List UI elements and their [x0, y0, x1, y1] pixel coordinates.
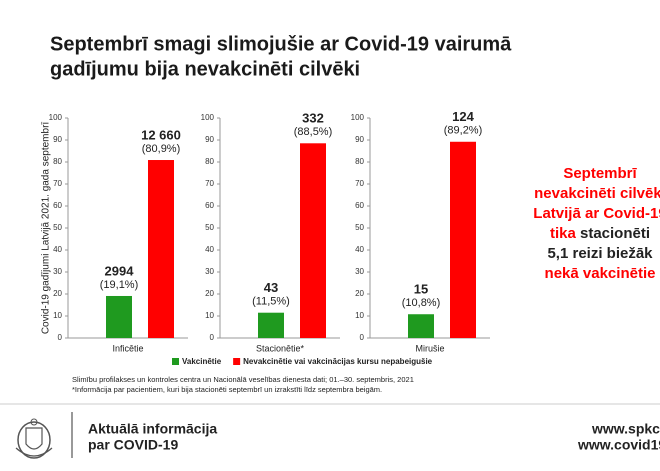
y-tick-label: 70: [355, 179, 364, 188]
side-text-part: tika: [550, 225, 580, 242]
value-label: (10,8%): [402, 297, 441, 309]
bar: [450, 141, 476, 338]
y-tick-label: 50: [355, 223, 364, 232]
side-text-part: Septembrī: [563, 165, 637, 182]
count-label: 2994: [105, 263, 135, 278]
side-text: 5,1 reizi biežāk: [547, 245, 653, 262]
y-tick-label: 30: [205, 267, 214, 276]
bar: [408, 314, 434, 338]
y-tick-label: 70: [53, 179, 62, 188]
bar: [106, 295, 132, 338]
y-tick-label: 0: [210, 333, 215, 342]
y-tick-label: 10: [205, 311, 214, 320]
footer-text: Aktuālā informācija: [88, 421, 217, 437]
side-text-part: nevakcinēti cilvēki: [534, 185, 660, 202]
value-label: (89,2%): [444, 125, 483, 137]
y-tick-label: 60: [205, 201, 214, 210]
y-tick-label: 100: [49, 113, 63, 122]
side-text: Septembrī: [563, 165, 637, 182]
y-tick-label: 20: [205, 289, 214, 298]
x-axis-label: Inficētie: [112, 343, 143, 353]
y-tick-label: 0: [360, 333, 365, 342]
side-text: tika stacionēti: [550, 225, 650, 242]
y-tick-label: 0: [58, 333, 63, 342]
bar: [148, 160, 174, 338]
value-label: (80,9%): [142, 143, 181, 155]
y-tick-label: 100: [201, 113, 215, 122]
x-axis-label: Stacionētie*: [256, 343, 305, 353]
y-tick-label: 90: [53, 135, 62, 144]
bar: [300, 143, 326, 338]
count-label: 15: [414, 282, 428, 297]
count-label: 332: [302, 111, 324, 126]
y-tick-label: 20: [53, 289, 62, 298]
count-label: 124: [452, 109, 474, 124]
value-label: (11,5%): [252, 296, 290, 308]
side-text: nevakcinēti cilvēki: [534, 185, 660, 202]
y-tick-label: 80: [355, 157, 364, 166]
y-tick-label: 60: [53, 201, 62, 210]
y-tick-label: 60: [355, 201, 364, 210]
y-tick-label: 40: [355, 245, 364, 254]
value-label: (19,1%): [100, 279, 139, 291]
title: Septembrī smagi slimojušie ar Covid-19 v…: [50, 33, 512, 55]
y-tick-label: 10: [53, 311, 62, 320]
side-text-part: 5,1 reizi biežāk: [547, 245, 653, 262]
y-tick-label: 100: [351, 113, 365, 122]
side-text-part: stacionēti: [580, 225, 650, 242]
side-text: Latvijā ar Covid-19: [533, 205, 660, 222]
bar: [258, 312, 284, 338]
y-tick-label: 40: [53, 245, 62, 254]
side-text-part: nekā vakcinētie: [545, 265, 656, 282]
side-text-part: Latvijā ar Covid-19: [533, 205, 660, 222]
y-axis-label: Covid-19 gadījumi Latvijā 2021. gada sep…: [41, 122, 52, 335]
footer-text: par COVID-19: [88, 437, 178, 453]
legend-label: Vakcinētie: [182, 357, 222, 366]
coat-of-arms: [15, 418, 53, 459]
y-tick-label: 10: [355, 311, 364, 320]
value-label: (88,5%): [294, 126, 333, 138]
legend-label: Nevakcinētie vai vakcinācijas kursu nepa…: [243, 357, 433, 366]
legend-swatch: [233, 358, 241, 365]
footnote: *Informācija par pacientiem, kuri bija s…: [72, 385, 382, 394]
footer-link[interactable]: www.covid19.gov.lv: [577, 437, 660, 453]
legend-swatch: [172, 358, 179, 365]
y-tick-label: 70: [205, 179, 214, 188]
footer-link[interactable]: www.spkc.gov.lv: [591, 421, 660, 437]
y-tick-label: 20: [355, 289, 364, 298]
y-tick-label: 30: [355, 267, 364, 276]
y-tick-label: 90: [205, 135, 214, 144]
y-tick-label: 50: [53, 223, 62, 232]
x-axis-label: Mirušie: [415, 343, 444, 353]
count-label: 12 660: [141, 127, 181, 142]
count-label: 43: [264, 280, 278, 295]
y-tick-label: 90: [355, 135, 364, 144]
y-tick-label: 80: [205, 157, 214, 166]
y-tick-label: 50: [205, 223, 214, 232]
y-tick-label: 80: [53, 157, 62, 166]
side-text: nekā vakcinētie: [545, 265, 656, 282]
title: gadījumu bija nevakcinēti cilvēki: [50, 58, 360, 80]
footnote: Slimību profilakses un kontroles centra …: [72, 375, 414, 384]
y-tick-label: 40: [205, 245, 214, 254]
y-tick-label: 30: [53, 267, 62, 276]
